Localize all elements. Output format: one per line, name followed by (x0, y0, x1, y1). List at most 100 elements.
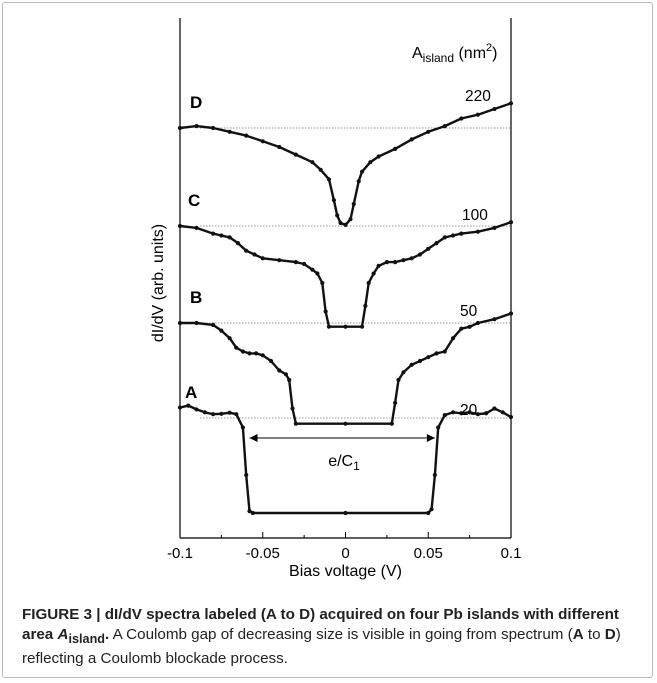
series-b-point (442, 349, 447, 354)
series-b-point (293, 421, 298, 426)
series-a-point (247, 509, 252, 514)
series-d-point (318, 167, 323, 172)
series-d-point (393, 146, 398, 151)
series-b-point (508, 311, 514, 316)
series-b-point (417, 358, 423, 364)
x-tick-label: -0.1 (167, 545, 193, 562)
series-d-point (227, 129, 232, 134)
series-a-point (475, 412, 480, 417)
series-b-point (227, 336, 232, 341)
series-area-a: 20 (460, 402, 478, 419)
series-b-point (475, 320, 480, 326)
series-c-point (323, 309, 328, 314)
series-b-point (393, 400, 398, 405)
caption-title-end: . (105, 625, 110, 643)
series-c-point (177, 223, 183, 229)
series-b-point (287, 377, 292, 383)
series-d-point (426, 129, 431, 134)
series-c-point (211, 231, 216, 236)
series-a-point (177, 405, 183, 410)
series-b-point (194, 320, 199, 326)
series-d-point (335, 213, 340, 218)
series-c-point (320, 280, 325, 286)
series-c-point (393, 260, 398, 265)
series-b-point (434, 351, 439, 356)
x-tick-label: 0.05 (414, 545, 443, 562)
series-c-point (371, 271, 376, 276)
series-b-point (396, 377, 401, 383)
caption-to: to (583, 625, 605, 643)
series-c-point (426, 246, 431, 251)
figure-caption: FIGURE 3 | dI/dV spectra labeled (A to D… (22, 605, 642, 669)
series-d-point (244, 133, 249, 138)
series-c-point (252, 252, 257, 257)
series-c-point (244, 248, 249, 253)
series-d-point (177, 125, 183, 131)
series-d-point (492, 106, 497, 112)
series-a-point (450, 410, 456, 415)
series-b-point (234, 345, 239, 350)
gap-arrow-head-right (426, 434, 435, 442)
series-d-point (260, 139, 265, 144)
series-d-point (338, 220, 343, 226)
caption-a: A (572, 625, 584, 643)
series-c-point (194, 225, 199, 230)
series-c-point (417, 252, 423, 257)
series-b-point (492, 317, 497, 322)
series-c-point (366, 280, 371, 286)
series-b-point (283, 372, 289, 377)
series-d-point (459, 116, 464, 121)
series-a-point (484, 411, 489, 416)
series-b-point (401, 370, 406, 375)
series-a-point (227, 410, 232, 415)
series-c-point (450, 233, 456, 238)
series-b-point (268, 358, 274, 364)
series-a-point (343, 510, 348, 516)
series-d-point (211, 125, 216, 131)
gap-arrow-head-left (249, 434, 258, 442)
x-tick-label: -0.05 (246, 545, 280, 562)
series-b-point (211, 322, 216, 327)
series-b-point (389, 421, 394, 426)
series-a-point (459, 411, 464, 416)
plot-area: -0.1 -0.05 0 0.05 0.1 Bias voltage (V) dI/dV (… (150, 18, 521, 580)
series-b-point (467, 324, 472, 329)
series-a-point (492, 406, 497, 411)
series-c-point (459, 231, 464, 236)
series-area-d: 220 (465, 88, 491, 105)
caption-d: D (604, 625, 616, 643)
series-d-point (368, 160, 373, 165)
series-b-point (247, 351, 252, 356)
series-d-point (442, 124, 447, 129)
series-d-point (326, 177, 332, 182)
caption-var: A (57, 625, 69, 643)
series-b-point (177, 320, 183, 326)
series-d-point (351, 201, 356, 207)
series-d-point (343, 222, 348, 227)
series-c-point (343, 324, 348, 329)
series-c-point (434, 241, 439, 246)
series-c-point (475, 229, 480, 234)
series-d-point (293, 152, 298, 157)
series-c-point (326, 324, 332, 329)
series-c-point (315, 271, 320, 276)
series-d-point (475, 112, 480, 117)
series-a-point (500, 410, 505, 415)
series-a-point (429, 507, 434, 512)
series-b-point (254, 351, 259, 356)
series-c-point (359, 324, 365, 329)
series-area-c: 100 (462, 207, 488, 224)
series-a-point (508, 414, 514, 420)
caption-var-sub: island (68, 631, 106, 646)
x-tick-label: 0.1 (501, 545, 522, 562)
series-label-c: C (188, 191, 200, 210)
series-c-point (293, 260, 298, 265)
series-d-point (376, 154, 381, 159)
series-b-point (409, 362, 414, 367)
series-d-point (508, 101, 514, 106)
series-d-point (356, 179, 361, 184)
caption-body-1: A Coulomb gap of decreasing size is visi… (109, 625, 573, 643)
series-c-point (363, 303, 368, 308)
series-c-point (384, 260, 389, 265)
